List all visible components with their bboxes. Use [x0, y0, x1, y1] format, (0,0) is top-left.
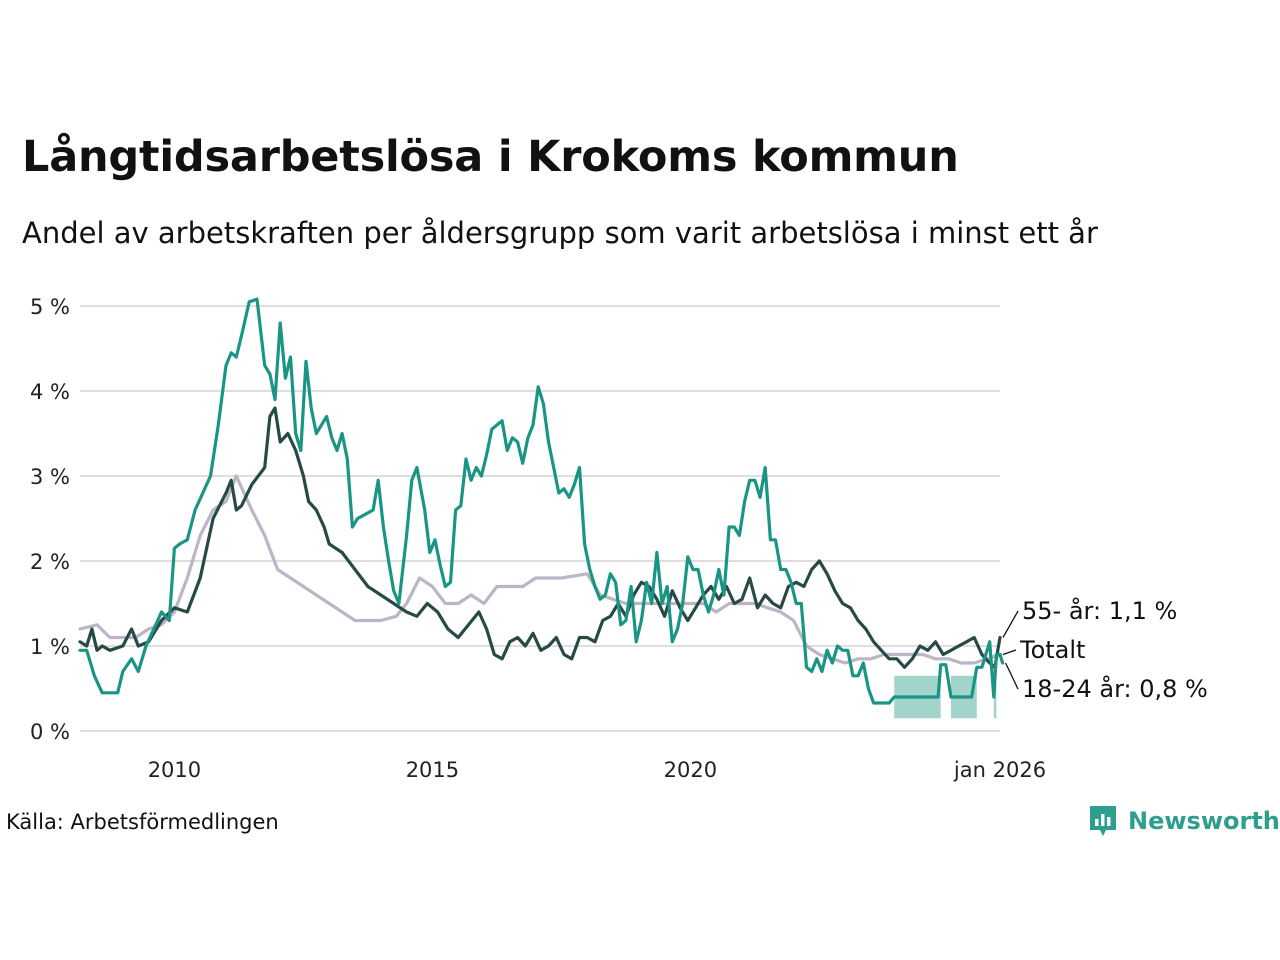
series-lines — [78, 297, 1005, 705]
gridlines — [80, 305, 1000, 732]
y-tick-label: 4 % — [30, 380, 70, 404]
x-tick-label: 2020 — [664, 758, 717, 782]
x-tick-label: 2015 — [406, 758, 459, 782]
series-line-55-r — [78, 406, 1002, 669]
chart-title: Långtidsarbetslösa i Krokoms kommun — [22, 132, 959, 182]
chart-subtitle: Andel av arbetskraften per åldersgrupp s… — [22, 216, 1098, 250]
brand-name: Newsworthy — [1128, 807, 1280, 835]
end-labels: 55- år: 1,1 % Totalt 18-24 år: 0,8 % — [1002, 596, 1208, 703]
series-end-label: 18-24 år: 0,8 % — [1022, 674, 1208, 703]
x-axis-ticks: 2010 2015 2020 jan 2026 — [148, 758, 1046, 782]
series-end-label: 55- år: 1,1 % — [1022, 596, 1177, 625]
x-tick-label: jan 2026 — [953, 758, 1046, 782]
series-end-label: Totalt — [1019, 636, 1085, 664]
leader-line — [1002, 610, 1019, 638]
y-tick-label: 1 % — [30, 635, 70, 659]
y-tick-label: 5 % — [30, 295, 70, 319]
y-tick-label: 0 % — [30, 720, 70, 744]
y-axis-ticks: 0 % 1 % 2 % 3 % 4 % 5 % — [30, 295, 70, 744]
newsworthy-icon — [1090, 806, 1116, 836]
series-line-18-24-r — [78, 297, 1005, 705]
x-tick-label: 2010 — [148, 758, 201, 782]
brand-logo: Newsworthy — [1088, 804, 1280, 838]
leader-line — [1002, 649, 1017, 656]
series-line-totalt — [78, 474, 1002, 665]
y-tick-label: 2 % — [30, 550, 70, 574]
source-note: Källa: Arbetsförmedlingen — [6, 810, 279, 834]
leader-line — [1004, 662, 1019, 690]
y-tick-label: 3 % — [30, 465, 70, 489]
